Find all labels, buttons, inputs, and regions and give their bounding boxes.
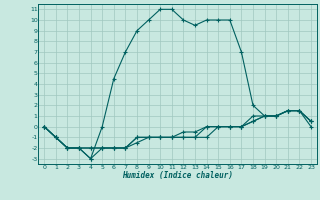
X-axis label: Humidex (Indice chaleur): Humidex (Indice chaleur) xyxy=(122,171,233,180)
